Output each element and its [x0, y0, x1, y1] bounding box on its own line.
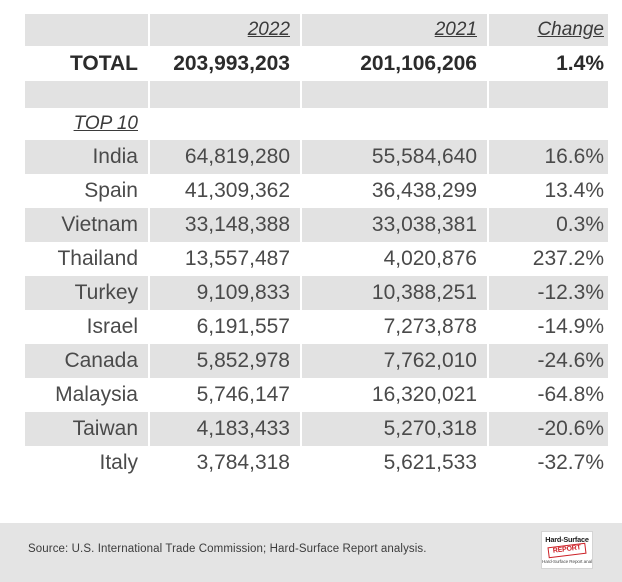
header-cell-blank — [25, 14, 150, 46]
spacer-row — [25, 81, 608, 108]
source-note: Source: U.S. International Trade Commiss… — [28, 543, 427, 555]
row-2021: 7,762,010 — [301, 344, 489, 378]
logo-tagline: Hard-Surface Report analysis — [542, 559, 592, 564]
row-2021: 5,621,533 — [301, 446, 489, 480]
logo-banner-shape: REPORT — [547, 542, 587, 559]
row-country: Thailand — [25, 242, 150, 276]
row-2022: 3,784,318 — [149, 446, 302, 480]
row-2021: 55,584,640 — [301, 140, 489, 174]
section-cell-4 — [488, 108, 608, 140]
spacer-cell-4 — [488, 81, 608, 108]
header-cell-change: Change — [488, 14, 608, 46]
row-2021: 4,020,876 — [301, 242, 489, 276]
row-2022: 5,746,147 — [149, 378, 302, 412]
table-row: Italy 3,784,318 5,621,533 -32.7% — [25, 446, 608, 480]
total-2021: 201,106,206 — [301, 46, 489, 81]
section-header-cell: TOP 10 — [25, 108, 150, 140]
imports-table: 2022 2021 Change TOTAL 203,993,203 201,1… — [25, 14, 608, 480]
row-change: -64.8% — [488, 378, 608, 412]
logo-wordmark: Hard-Surface — [545, 535, 589, 544]
row-country: India — [25, 140, 150, 174]
table-row: Thailand 13,557,487 4,020,876 237.2% — [25, 242, 608, 276]
section-cell-3 — [301, 108, 489, 140]
header-label-2022: 2022 — [247, 19, 290, 40]
row-2021: 36,438,299 — [301, 174, 489, 208]
row-change: -20.6% — [488, 412, 608, 446]
spacer-cell-2 — [149, 81, 302, 108]
spacer-cell-1 — [25, 81, 150, 108]
table-row: Spain 41,309,362 36,438,299 13.4% — [25, 174, 608, 208]
row-country: Canada — [25, 344, 150, 378]
row-2021: 33,038,381 — [301, 208, 489, 242]
row-2021: 16,320,021 — [301, 378, 489, 412]
row-2022: 64,819,280 — [149, 140, 302, 174]
row-2021: 5,270,318 — [301, 412, 489, 446]
row-country: Turkey — [25, 276, 150, 310]
row-change: 16.6% — [488, 140, 608, 174]
total-change: 1.4% — [488, 46, 608, 81]
section-header-row: TOP 10 — [25, 108, 608, 140]
imports-table-container: 2022 2021 Change TOTAL 203,993,203 201,1… — [25, 14, 608, 480]
row-2022: 9,109,833 — [149, 276, 302, 310]
row-country: Malaysia — [25, 378, 150, 412]
row-change: -12.3% — [488, 276, 608, 310]
table-row: Taiwan 4,183,433 5,270,318 -20.6% — [25, 412, 608, 446]
hard-surface-report-logo: Hard-Surface REPORT Hard-Surface Report … — [541, 531, 593, 569]
row-2022: 33,148,388 — [149, 208, 302, 242]
logo-banner-text: REPORT — [552, 544, 582, 555]
row-change: -14.9% — [488, 310, 608, 344]
total-label: TOTAL — [25, 46, 150, 81]
header-label-2021: 2021 — [434, 19, 477, 40]
row-change: 237.2% — [488, 242, 608, 276]
section-cell-2 — [149, 108, 302, 140]
table-row: Malaysia 5,746,147 16,320,021 -64.8% — [25, 378, 608, 412]
row-change: -24.6% — [488, 344, 608, 378]
row-2021: 10,388,251 — [301, 276, 489, 310]
row-2022: 6,191,557 — [149, 310, 302, 344]
table-row: Canada 5,852,978 7,762,010 -24.6% — [25, 344, 608, 378]
header-cell-2022: 2022 — [149, 14, 302, 46]
row-change: 13.4% — [488, 174, 608, 208]
row-country: Spain — [25, 174, 150, 208]
row-country: Italy — [25, 446, 150, 480]
table-body: 2022 2021 Change TOTAL 203,993,203 201,1… — [25, 14, 608, 480]
row-2021: 7,273,878 — [301, 310, 489, 344]
total-row: TOTAL 203,993,203 201,106,206 1.4% — [25, 46, 608, 81]
row-country: Israel — [25, 310, 150, 344]
row-country: Vietnam — [25, 208, 150, 242]
table-row: Vietnam 33,148,388 33,038,381 0.3% — [25, 208, 608, 242]
header-cell-2021: 2021 — [301, 14, 489, 46]
row-2022: 5,852,978 — [149, 344, 302, 378]
table-header-row: 2022 2021 Change — [25, 14, 608, 46]
row-2022: 13,557,487 — [149, 242, 302, 276]
table-row: Turkey 9,109,833 10,388,251 -12.3% — [25, 276, 608, 310]
row-change: 0.3% — [488, 208, 608, 242]
section-label: TOP 10 — [73, 113, 138, 134]
row-2022: 41,309,362 — [149, 174, 302, 208]
table-row: India 64,819,280 55,584,640 16.6% — [25, 140, 608, 174]
row-country: Taiwan — [25, 412, 150, 446]
row-2022: 4,183,433 — [149, 412, 302, 446]
table-row: Israel 6,191,557 7,273,878 -14.9% — [25, 310, 608, 344]
spacer-cell-3 — [301, 81, 489, 108]
row-change: -32.7% — [488, 446, 608, 480]
footer-band: Source: U.S. International Trade Commiss… — [0, 523, 622, 582]
header-label-change: Change — [537, 19, 604, 40]
total-2022: 203,993,203 — [149, 46, 302, 81]
